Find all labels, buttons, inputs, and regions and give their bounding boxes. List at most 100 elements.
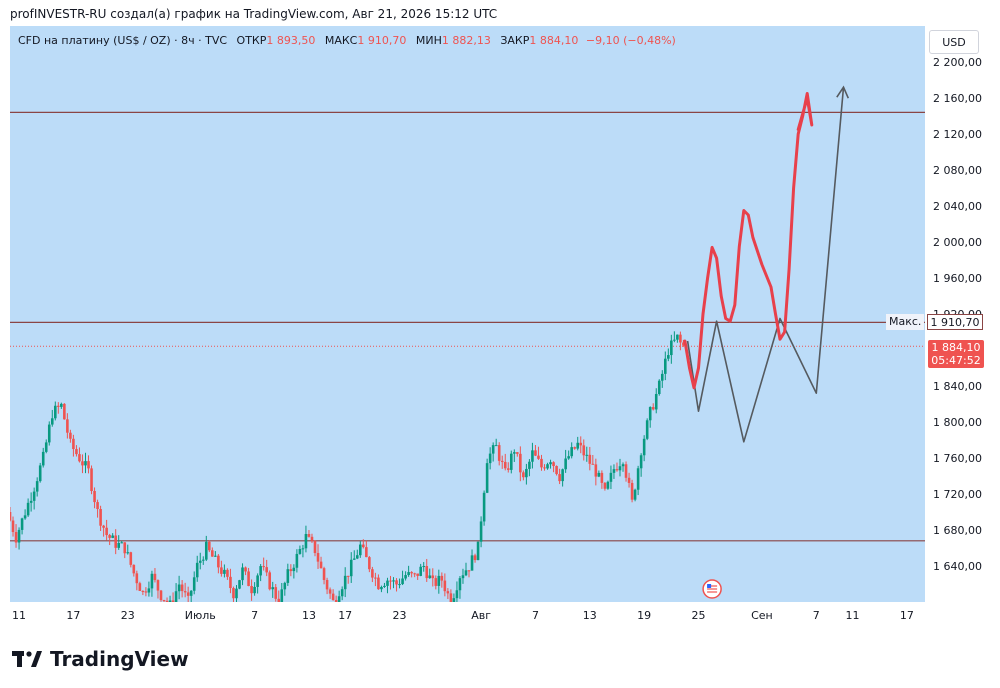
candle-body-164 [503,461,507,469]
candle-body-161 [494,445,498,447]
candle-body-119 [368,557,371,570]
candle-body-219 [670,340,673,356]
price-tick-label-3: 1 760,00 [933,452,982,465]
candle-body-61 [192,577,196,591]
candle-body-48 [153,573,157,581]
time-tick-label-6: 17 [338,609,352,622]
chart-plot-area[interactable] [10,26,925,602]
candle-body-92 [286,569,290,583]
time-tick-label-3: Июль [185,609,216,622]
candle-body-0 [10,512,12,521]
price-tick-label-9: 2 040,00 [933,200,982,213]
candle-body-75 [235,588,238,599]
candle-body-140 [431,575,435,579]
candle-body-215 [657,380,661,395]
candle-body-197 [603,482,607,489]
candle-body-112 [346,575,350,577]
currency-button[interactable]: USD [929,30,979,54]
time-tick-label-12: 25 [692,609,706,622]
candle-body-125 [386,580,389,586]
candle-body-103 [319,561,323,569]
candle-body-85 [265,567,268,573]
price-tick-label-13: 2 200,00 [933,56,982,69]
candle-body-51 [162,600,166,602]
candle-body-217 [663,358,667,374]
candle-body-8 [32,491,36,501]
candle-body-38 [123,542,127,554]
high-label: МАКС [324,34,358,47]
candle-body-5 [23,515,27,519]
price-tick-label-12: 2 160,00 [933,92,982,105]
candle-body-206 [630,482,634,500]
current-price-tag: 1 884,10 05:47:52 [928,340,984,369]
low-value: 1 882,13 [441,34,491,47]
candle-body-204 [624,464,628,478]
candle-body-173 [531,450,534,462]
candle-body-198 [606,481,610,489]
candle-body-203 [621,464,625,467]
candle-body-77 [241,567,244,581]
candle-body-67 [211,550,214,557]
candle-body-62 [195,562,199,578]
candle-body-110 [340,589,344,597]
candle-body-96 [298,549,302,554]
candle-body-189 [579,442,583,446]
candle-body-116 [358,544,362,556]
candle-body-212 [648,407,652,421]
candle-body-57 [180,584,184,592]
candle-body-28 [93,490,96,503]
time-tick-label-13: Сен [751,609,773,622]
candle-body-84 [262,566,265,568]
brand-name: TradingView [50,647,189,671]
open-value: 1 893,50 [266,34,316,47]
candle-body-69 [217,555,220,568]
candle-body-196 [600,472,604,483]
candle-body-133 [410,572,413,574]
time-axis[interactable]: 11 17 23 Июль 7 13 17 23 Авг 7 13 19 25 Сен 7 11 17 [10,602,925,628]
candle-body-188 [576,442,580,449]
candle-body-174 [534,450,537,456]
candle-body-214 [654,394,658,410]
candle-body-175 [537,455,540,459]
price-tick-label-2: 1 720,00 [933,488,982,501]
candle-body-98 [304,534,308,549]
candle-body-181 [555,466,558,475]
projection-zigzag-line [686,87,845,443]
candle-body-109 [337,596,341,602]
candle-body-90 [280,589,284,602]
candle-body-94 [292,567,296,572]
candle-body-107 [331,593,335,600]
candle-body-37 [120,542,124,544]
candle-body-158 [485,463,489,493]
candle-body-93 [289,569,293,572]
candle-body-145 [446,591,450,594]
symbol-legend: CFD на платину (US$ / OZ) · 8ч · TVC ОТК… [18,34,676,47]
price-chart[interactable] [10,26,925,602]
tradingview-logo[interactable]: TradingView [12,647,189,671]
candle-body-22 [75,449,78,455]
candle-body-12 [44,442,48,452]
candle-body-31 [102,525,105,528]
candle-body-121 [374,577,377,579]
close-value: 1 884,10 [529,34,579,47]
candle-body-87 [271,587,275,590]
candle-body-20 [69,432,72,439]
candle-body-186 [570,447,573,457]
candle-body-49 [156,580,160,591]
candle-body-105 [325,579,329,590]
candle-body-162 [497,445,501,461]
candle-body-89 [277,598,281,602]
candle-body-139 [428,575,432,579]
candle-body-163 [500,460,504,462]
candle-body-171 [525,468,528,478]
candle-body-138 [425,566,429,579]
candle-body-159 [488,453,492,464]
candle-body-143 [440,575,444,581]
candle-body-126 [389,580,392,582]
candle-body-191 [585,454,589,456]
candle-body-21 [72,438,75,450]
candle-body-179 [549,462,552,465]
candle-body-54 [171,600,175,602]
flag-icon [702,579,722,599]
low-label: МИН [415,34,442,47]
